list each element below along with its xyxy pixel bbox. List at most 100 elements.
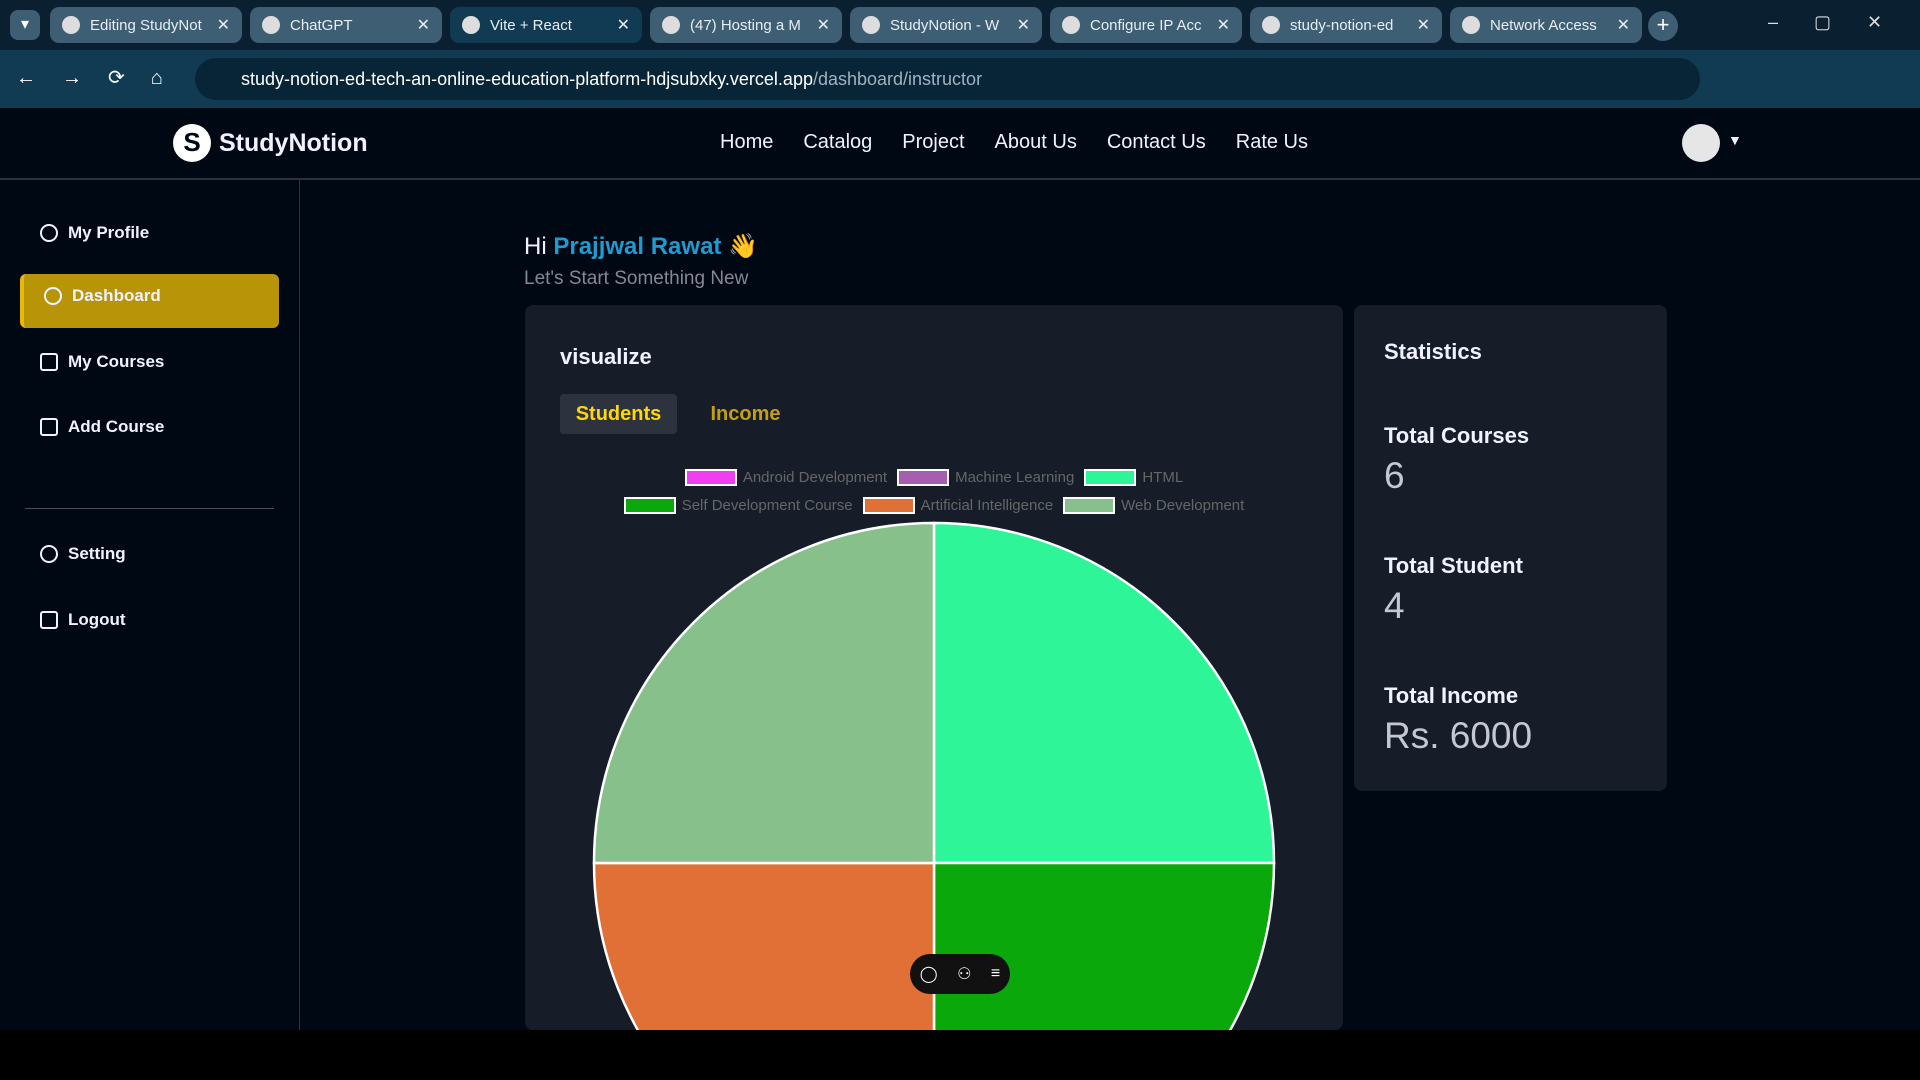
sidebar-icon [40,545,58,563]
card-title: visualize [560,344,652,369]
tab-close[interactable]: ✕ [816,17,830,34]
tab-close[interactable]: ✕ [1216,17,1230,34]
pie-slice[interactable] [592,521,936,865]
url-path: /dashboard/instructor [812,68,983,89]
tab-icon [662,16,680,34]
svg-text:S: S [183,127,200,157]
sidebar-label: My Courses [68,352,165,371]
tab-close[interactable]: ✕ [616,17,630,34]
tab-search[interactable]: ▾ [10,10,40,40]
tab-close[interactable]: ✕ [1416,17,1430,34]
tab-close[interactable]: ✕ [1616,17,1630,34]
tab-income[interactable]: Income [710,403,781,425]
browser-tab[interactable]: ChatGPT ✕ [250,7,442,43]
legend-row: Self Development Course Artificial Intell… [525,491,1343,519]
tab-title: Network Access [1490,16,1597,34]
avatar-caret[interactable]: ▼ [1728,132,1742,148]
nav-link[interactable]: Rate Us [1235,131,1308,153]
greeting-subtitle: Let's Start Something New [524,268,749,289]
nav-link[interactable]: Project [902,131,965,153]
browser-tab[interactable]: study-notion-ed ✕ [1250,7,1442,43]
sidebar-label: Logout [68,610,126,629]
legend-label: Android Development [742,468,888,486]
bottom-bar [0,1030,1920,1080]
sidebar-item[interactable]: Dashboard [44,286,161,306]
tab-icon [862,16,880,34]
legend-label: Self Development Course [681,496,853,514]
pie-chart [592,521,1276,1030]
logo-text: StudyNotion [219,128,368,157]
legend-row: Android Development Machine Learning HTML [525,463,1343,491]
legend-item[interactable]: Artificial Intelligence [862,496,1054,514]
sidebar-icon [44,287,62,305]
tab-close[interactable]: ✕ [416,17,430,34]
navbar: S StudyNotion Home Catalog Project About Us… [0,108,1920,180]
tab-close[interactable]: ✕ [1016,17,1030,34]
legend-item[interactable]: Self Development Course [623,496,853,514]
legend: Android Development Machine Learning HTML S… [525,463,1343,519]
tab-title: StudyNotion - W [890,16,1000,34]
pie-slice[interactable] [932,521,1276,865]
legend-label: Web Development [1121,496,1245,514]
tab-title: Vite + React [490,16,572,34]
browser-tab[interactable]: Configure IP Acc ✕ [1050,7,1242,43]
tab-title: ChatGPT [290,16,353,34]
stats-card: Statistics Total Courses 6 Total Student 4 T… [1354,305,1667,791]
browser-tab[interactable]: StudyNotion - W ✕ [850,7,1042,43]
nav-link[interactable]: About Us [994,131,1077,153]
legend-label: HTML [1142,468,1184,486]
legend-swatch [623,496,676,514]
sidebar-item[interactable]: Add Course [40,417,164,437]
legend-swatch [1063,496,1116,514]
floating-toolbar[interactable]: ◯ ⚇ ≡ [910,954,1010,994]
logo[interactable]: S StudyNotion [173,124,368,162]
pie-slice[interactable] [932,861,1276,1030]
stat-value: 6 [1384,455,1405,496]
greeting-name: Prajjwal Rawat [553,233,722,260]
nav-link[interactable]: Contact Us [1106,131,1206,153]
nav-buttons[interactable]: ←→⟳⌂ [16,67,189,89]
legend-item[interactable]: Machine Learning [897,468,1074,486]
url-host: study-notion-ed-tech-an-online-education… [241,68,813,89]
tab-icon [1262,16,1280,34]
nav-link[interactable]: Catalog [803,131,873,153]
legend-item[interactable]: HTML [1084,468,1184,486]
tab-strip: ▾ Editing StudyNot ✕ ChatGPT ✕ Vite + React ✕… [0,0,1920,50]
logo-icon: S [173,124,211,162]
browser-tab[interactable]: Editing StudyNot ✕ [50,7,242,43]
legend-swatch [862,496,915,514]
pie-slice[interactable] [592,861,936,1030]
avatar[interactable] [1682,124,1720,162]
stat-value: 4 [1384,585,1405,626]
stat-label: Total Courses [1384,423,1530,448]
tab-close[interactable]: ✕ [216,17,230,34]
sidebar-item[interactable]: Setting [40,544,126,564]
browser-tab[interactable]: (47) Hosting a M ✕ [650,7,842,43]
legend-item[interactable]: Android Development [684,468,888,486]
new-tab[interactable]: + [1648,11,1678,41]
legend-swatch [1084,468,1137,486]
address-bar[interactable]: study-notion-ed-tech-an-online-education… [195,58,1700,100]
tab-icon [62,16,80,34]
sidebar-icon [40,224,58,242]
sidebar: My Profile Dashboard My Courses Add Course S… [0,180,300,1030]
sidebar-item[interactable]: My Courses [40,352,164,372]
legend-item[interactable]: Web Development [1063,496,1245,514]
sidebar-item[interactable]: Logout [40,610,126,630]
tab-title: (47) Hosting a M [690,16,801,34]
nav-link[interactable]: Home [720,131,774,153]
browser-tab[interactable]: Vite + React ✕ [450,7,642,43]
tab-students[interactable]: Students [560,394,677,434]
greeting-hi: Hi [524,233,547,260]
window-controls[interactable]: –▢✕ [1768,12,1919,32]
legend-label: Artificial Intelligence [920,496,1054,514]
greeting: Hi Prajjwal Rawat 👋 [524,232,758,261]
tab-icon [1462,16,1480,34]
browser-tab[interactable]: Network Access ✕ [1450,7,1642,43]
greeting-emoji: 👋 [728,233,758,260]
sidebar-icon [40,353,58,371]
sidebar-label: Add Course [68,417,165,436]
sidebar-item[interactable]: My Profile [40,223,149,243]
tab-title: Configure IP Acc [1090,16,1202,34]
